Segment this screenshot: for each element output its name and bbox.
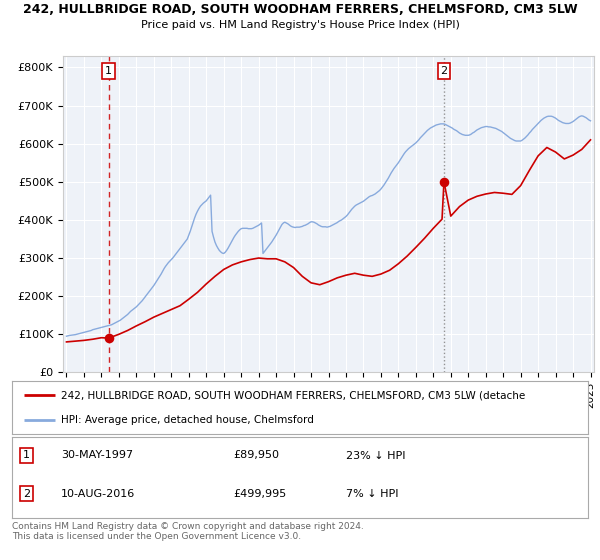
Point bbox=[104, 334, 113, 343]
Text: £499,995: £499,995 bbox=[234, 489, 287, 498]
Text: 1: 1 bbox=[23, 450, 30, 460]
Text: 2: 2 bbox=[440, 66, 448, 76]
Point bbox=[439, 178, 449, 186]
Text: 30-MAY-1997: 30-MAY-1997 bbox=[61, 450, 133, 460]
Text: HPI: Average price, detached house, Chelmsford: HPI: Average price, detached house, Chel… bbox=[61, 414, 314, 424]
Text: 23% ↓ HPI: 23% ↓ HPI bbox=[346, 450, 406, 460]
Text: Price paid vs. HM Land Registry's House Price Index (HPI): Price paid vs. HM Land Registry's House … bbox=[140, 20, 460, 30]
Text: 7% ↓ HPI: 7% ↓ HPI bbox=[346, 489, 398, 498]
Text: 242, HULLBRIDGE ROAD, SOUTH WOODHAM FERRERS, CHELMSFORD, CM3 5LW (detache: 242, HULLBRIDGE ROAD, SOUTH WOODHAM FERR… bbox=[61, 390, 525, 400]
Text: 242, HULLBRIDGE ROAD, SOUTH WOODHAM FERRERS, CHELMSFORD, CM3 5LW: 242, HULLBRIDGE ROAD, SOUTH WOODHAM FERR… bbox=[23, 3, 577, 16]
Text: 1: 1 bbox=[105, 66, 112, 76]
Text: £89,950: £89,950 bbox=[234, 450, 280, 460]
Text: 10-AUG-2016: 10-AUG-2016 bbox=[61, 489, 135, 498]
Text: Contains HM Land Registry data © Crown copyright and database right 2024.
This d: Contains HM Land Registry data © Crown c… bbox=[12, 522, 364, 542]
Text: 2: 2 bbox=[23, 489, 30, 498]
